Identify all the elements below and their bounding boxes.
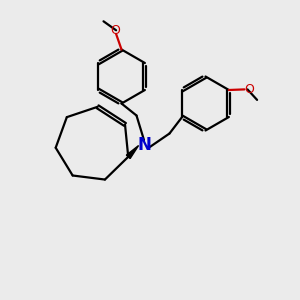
Text: O: O [111,23,120,37]
Text: O: O [244,83,254,96]
Polygon shape [126,146,139,158]
Text: N: N [137,136,151,154]
